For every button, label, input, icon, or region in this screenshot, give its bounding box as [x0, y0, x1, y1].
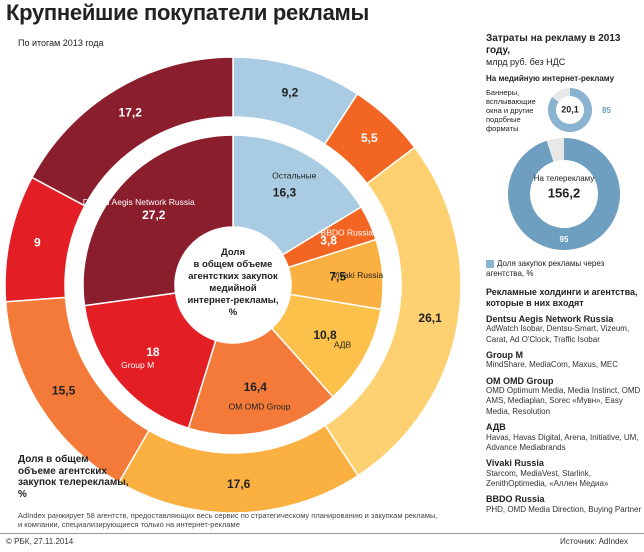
group-members: PHD, OMD Media Direction, Buying Partner: [486, 504, 642, 514]
mini1-total: 20,1: [561, 105, 579, 115]
tv-value-label-5: 15,5: [52, 383, 76, 397]
tv-label-line: закупок телерекламы,: [18, 477, 129, 488]
center-label-line: в общем объеме: [194, 259, 273, 270]
page-title: Крупнейшие покупатели рекламы: [6, 0, 370, 25]
mini2-slice-1: [508, 138, 620, 251]
mini2-total: 156,2: [548, 186, 581, 201]
copyright: © РБК, 27.11.2014: [6, 537, 74, 546]
internet-value-label-5: 16,4: [244, 380, 268, 394]
tv-value-label-2: 5,5: [361, 131, 378, 145]
group-name: Vivaki Russia: [486, 458, 544, 469]
tv-value-label-1: 9,2: [282, 85, 299, 99]
internet-share-label: 85: [602, 106, 611, 115]
groups-heading: Рекламные холдинги и агентства, которые …: [486, 287, 638, 309]
legend: Доля закупок рекламы через агентства, %: [486, 259, 642, 279]
group-name: BBDO Russia: [486, 494, 545, 505]
tv-heading: На телерекламу: [534, 174, 595, 183]
internet-value-label-7: 27,2: [142, 208, 166, 222]
source: Источник: AdIndex: [560, 537, 628, 546]
center-label-line: Доля: [221, 247, 245, 258]
internet-category-label-3: Vivaki Russia: [332, 270, 383, 280]
internet-value-label-2: 3,8: [320, 234, 337, 248]
internet-category-label-2: BBDO Russia: [321, 227, 374, 237]
groups-list: Dentsu Aegis Network Russia AdWatch Isoba…: [486, 314, 642, 515]
center-label-line: агентстких закупок: [188, 271, 278, 282]
group-name: Dentsu Aegis Network Russia: [486, 313, 614, 324]
internet-value-label-4: 10,8: [313, 328, 337, 342]
internet-value-label-3: 7,5: [329, 270, 346, 284]
internet-slice-7: [82, 134, 234, 307]
internet-mini-block: Баннеры, всплывающие окна и другие подоб…: [486, 84, 642, 134]
tv-slice-7: [30, 56, 234, 207]
tv-share-value: 95: [560, 235, 569, 244]
internet-category-label-7: Dentsu Aegis Network Russia: [83, 197, 195, 207]
tv-label-line: объеме агентских: [18, 465, 107, 477]
chart-subtitle: По итогам 2013 года: [18, 38, 104, 48]
group-members: MindShare, MediaCom, Maxus, MEC: [486, 360, 619, 370]
spend-unit: млрд руб. без НДС: [486, 57, 566, 67]
internet-slice-1: [232, 134, 363, 256]
center-label-line: интернет-рекламы,: [187, 295, 278, 306]
center-label-line: медийной: [209, 283, 257, 294]
main-donut-chart: 9,2 5,5 26,1 17,6 15,5 9 17,2 16,3 3,8 7,5 10,8 16,…: [4, 56, 462, 514]
group-name: АДВ: [486, 422, 506, 433]
internet-category-label-6: Group M: [121, 360, 154, 370]
center-hole: [177, 229, 289, 341]
right-panel: Затраты на рекламу в 2013 году, млрд руб…: [486, 33, 642, 515]
internet-slice-6: [83, 292, 217, 430]
internet-slice-5: [187, 327, 334, 436]
group-members: AdWatch Isobar, Dentsu-Smart, Vizeum, Ca…: [486, 324, 630, 344]
tv-value-label-7: 17,2: [119, 106, 143, 120]
internet-category-label-5: OM OMD Group: [229, 401, 291, 411]
tv-value-label-6: 9: [34, 236, 41, 250]
internet-category-label-4: АДВ: [334, 339, 352, 349]
tv-share-label: Доля в общем объеме агентских закупок теле…: [18, 454, 138, 500]
internet-value-label-6: 18: [146, 345, 160, 359]
internet-spend-donut: 20,1 85: [548, 88, 611, 133]
tv-value-label-4: 17,6: [227, 477, 251, 491]
center-label-line: %: [229, 307, 238, 318]
bottom-rule: [0, 533, 644, 552]
group-name: OM OMD Group: [486, 375, 554, 386]
banner-note: Баннеры, всплывающие окна и другие подоб…: [486, 88, 536, 134]
group-members: Havas, Havas Digital, Arena, Initiative,…: [486, 432, 639, 452]
legend-swatch: [486, 260, 494, 269]
legend-text: Доля закупок рекламы через агентства, %: [486, 259, 605, 279]
mini1-slice-1: [548, 88, 592, 133]
internet-category-label-1: Остальные: [272, 170, 317, 180]
group-members: OMD Optimum Media, Media Instinct, OMD A…: [486, 386, 641, 416]
group-members: Starcom, MediaVest, Starlink, ZenithOpti…: [486, 468, 609, 489]
tv-value-label-3: 26,1: [418, 311, 442, 325]
spend-title: Затраты на рекламу в 2013 году,: [486, 33, 621, 56]
group-name: Group M: [486, 349, 523, 360]
tv-label-line: Доля в общем: [18, 454, 89, 465]
tv-label-line: %: [18, 488, 27, 500]
footnote: AdIndex ранжирует 58 агентств, предостав…: [18, 511, 438, 530]
mini2-slice-2: [546, 138, 564, 162]
internet-heading: На медийную интернет-рекламу: [486, 74, 615, 84]
mini1-slice-2: [552, 88, 570, 103]
tv-spend-donut: 156,2 На телерекламу 95: [508, 138, 620, 251]
internet-value-label-1: 16,3: [273, 186, 297, 200]
